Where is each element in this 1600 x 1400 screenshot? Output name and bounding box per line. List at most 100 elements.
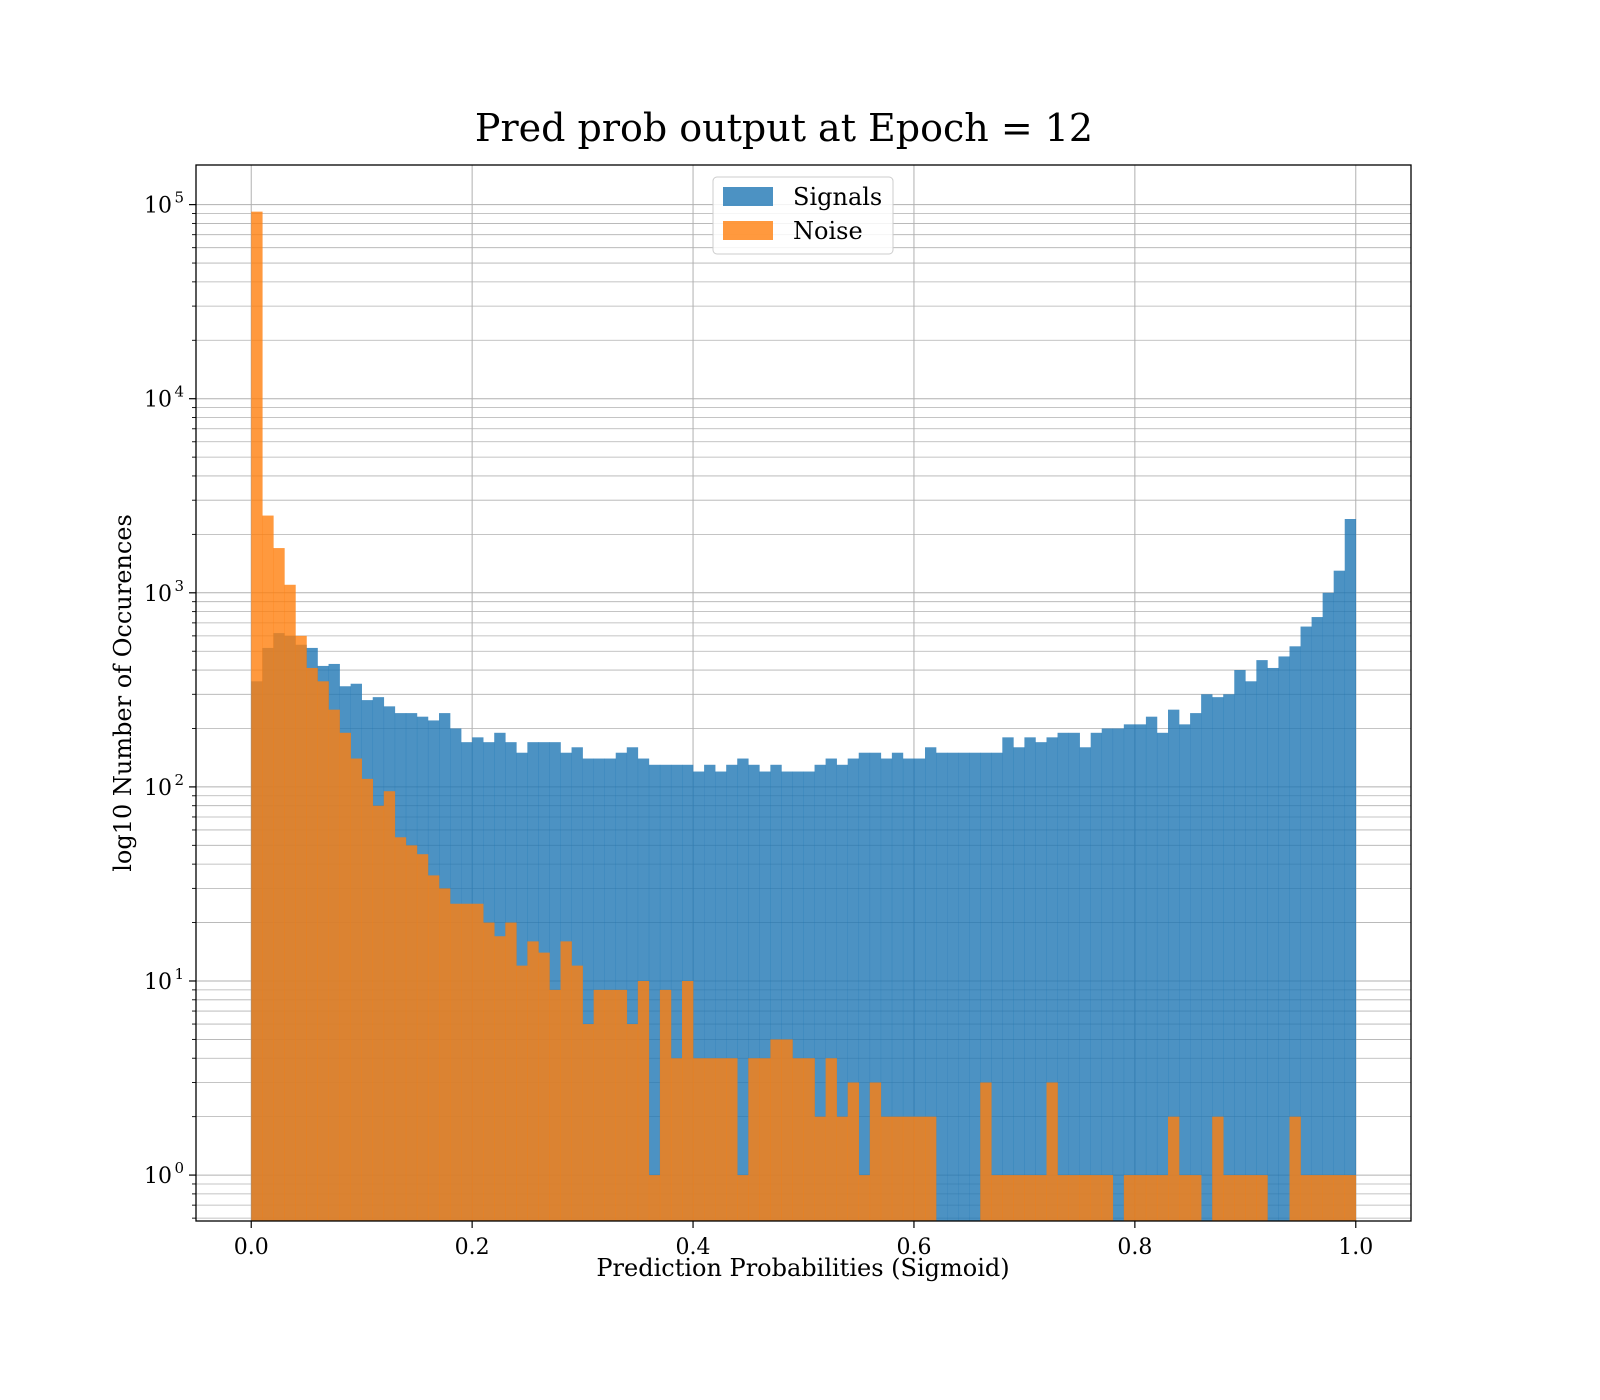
bar — [1112, 728, 1125, 1221]
plot-area-frame — [195, 164, 1412, 1222]
bar — [1300, 1175, 1312, 1221]
bar — [604, 989, 617, 1221]
bar — [1079, 747, 1091, 1221]
bar — [560, 941, 572, 1221]
bar — [626, 1024, 639, 1221]
x-tick-label: 0.2 — [455, 1235, 490, 1260]
bar — [1156, 1175, 1169, 1221]
bar — [693, 1058, 705, 1221]
bar — [1234, 1175, 1246, 1221]
x-tick-label: 0.4 — [676, 1235, 711, 1260]
bar — [880, 758, 893, 1221]
bar — [1156, 732, 1169, 1221]
bars — [251, 211, 1357, 1221]
bar — [295, 635, 307, 1221]
y-axis-label: log10 Number of Occurences — [109, 514, 137, 872]
bar — [1002, 1175, 1014, 1221]
bar — [372, 805, 385, 1221]
bar — [1024, 1175, 1036, 1221]
bar — [670, 1058, 683, 1221]
bar — [1145, 1175, 1158, 1221]
bar — [1179, 724, 1191, 1221]
bar — [1311, 617, 1323, 1221]
bar — [1068, 732, 1080, 1221]
bar — [648, 1175, 661, 1221]
bar — [748, 1058, 760, 1221]
bar — [527, 941, 539, 1221]
bar — [891, 752, 904, 1221]
bar — [1190, 1175, 1202, 1221]
bar — [1035, 742, 1047, 1221]
bar — [825, 758, 837, 1221]
bar — [925, 1116, 937, 1221]
bar — [1057, 1175, 1069, 1221]
bar — [593, 758, 605, 1221]
legend: Signals Noise — [712, 176, 894, 255]
bar — [770, 764, 782, 1221]
bar — [1046, 737, 1058, 1221]
bar — [350, 758, 362, 1221]
bar — [1013, 747, 1025, 1221]
legend-swatch-noise — [723, 221, 773, 240]
bar — [1134, 724, 1147, 1221]
bar — [1223, 1175, 1235, 1221]
bar — [1256, 660, 1268, 1221]
bar — [1333, 1175, 1346, 1221]
bar — [836, 764, 848, 1221]
bar — [759, 771, 771, 1221]
bar — [704, 764, 716, 1221]
bar — [273, 548, 285, 1221]
bar — [1013, 1175, 1025, 1221]
bar — [361, 778, 374, 1221]
bar — [405, 845, 418, 1221]
bar — [737, 1175, 749, 1221]
bar — [615, 752, 628, 1221]
y-tick-label: 10 — [144, 582, 172, 607]
bar — [1168, 709, 1180, 1221]
bar — [593, 989, 605, 1221]
bar — [549, 742, 561, 1221]
legend-swatch-signals — [723, 187, 773, 206]
bar — [836, 1116, 848, 1221]
chart-title: Pred prob output at Epoch = 12 — [475, 106, 1093, 150]
bar — [516, 965, 528, 1221]
y-tick-label: 10 — [144, 970, 172, 995]
y-tick-exponent: 3 — [174, 577, 184, 595]
bar — [980, 752, 992, 1221]
bar — [472, 903, 484, 1221]
bar — [858, 1175, 871, 1221]
bar — [1168, 1116, 1180, 1221]
bar — [1090, 1175, 1103, 1221]
bar — [902, 1116, 915, 1221]
bar — [947, 752, 959, 1221]
bar — [1333, 570, 1346, 1221]
bar — [1101, 1175, 1114, 1221]
bar — [1234, 670, 1246, 1221]
y-tick-exponent: 1 — [174, 965, 184, 983]
bar — [737, 758, 749, 1221]
bar — [726, 1058, 738, 1221]
bar — [792, 1058, 804, 1221]
bar — [306, 667, 318, 1221]
bar — [394, 837, 407, 1221]
bar — [880, 1116, 893, 1221]
bar — [913, 1116, 926, 1221]
bar — [637, 980, 650, 1221]
bar — [648, 764, 661, 1221]
bar — [1002, 737, 1014, 1221]
bar — [770, 1039, 782, 1221]
bar — [803, 771, 815, 1221]
bar — [1311, 1175, 1323, 1221]
bar — [925, 747, 937, 1221]
bar — [1134, 1175, 1147, 1221]
bar — [1179, 1175, 1191, 1221]
bar — [704, 1058, 716, 1221]
bar — [251, 211, 263, 1221]
x-tick-label: 0.8 — [1117, 1235, 1152, 1260]
bar — [847, 1082, 860, 1221]
bar — [1024, 737, 1036, 1221]
bar — [781, 771, 793, 1221]
bar — [913, 758, 926, 1221]
bar — [858, 752, 871, 1221]
